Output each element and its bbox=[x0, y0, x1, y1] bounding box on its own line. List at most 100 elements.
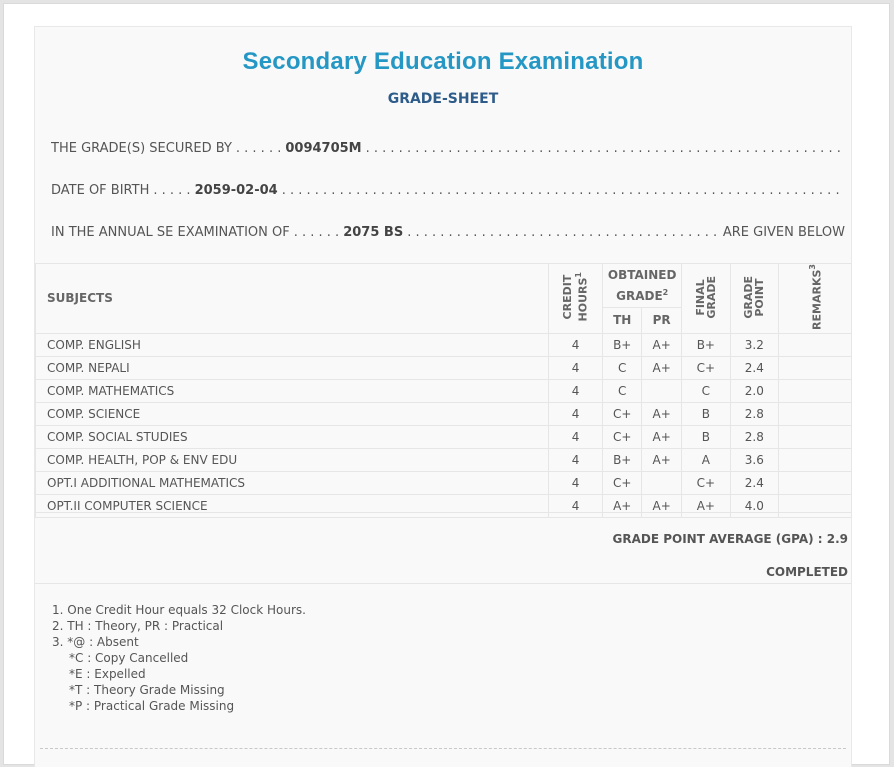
final-grade-cell: C bbox=[681, 378, 731, 403]
footnote-item: 2. TH : Theory, PR : Practical bbox=[52, 619, 224, 633]
exam-line: IN THE ANNUAL SE EXAMINATION OF . . . . … bbox=[51, 225, 845, 243]
secured-by-label: THE GRADE(S) SECURED BY bbox=[51, 141, 232, 156]
divider bbox=[35, 583, 851, 584]
theory-grade-cell: B+ bbox=[602, 332, 643, 357]
practical-grade-cell: A+ bbox=[641, 401, 683, 426]
dob-line: DATE OF BIRTH . . . . . 2059-02-04 bbox=[51, 183, 845, 201]
result-status: COMPLETED bbox=[766, 565, 848, 579]
grades-table: SUBJECTS CREDIT HOURS1 OBTAINED GRADE2 FIN… bbox=[35, 263, 852, 518]
table-row: COMP. HEALTH, POP & ENV EDU 4 B+ A+ A 3.6 bbox=[35, 447, 852, 472]
practical-grade-cell: A+ bbox=[641, 332, 683, 357]
final-line2: GRADE bbox=[704, 275, 718, 319]
footnotes: 1. One Credit Hour equals 32 Clock Hours… bbox=[52, 602, 306, 714]
table-row: COMP. SCIENCE 4 C+ A+ B 2.8 bbox=[35, 401, 852, 426]
credit-hours-cell: 4 bbox=[547, 401, 604, 426]
table-row: COMP. ENGLISH 4 B+ A+ B+ 3.2 bbox=[35, 332, 852, 357]
filler-dots bbox=[407, 225, 719, 240]
credit-hours-cell: 4 bbox=[547, 493, 604, 518]
col-grade-point: GRADE POINT bbox=[729, 263, 780, 334]
final-grade-cell: A bbox=[681, 447, 731, 472]
theory-grade-cell: C bbox=[602, 355, 643, 380]
symbol-number: 0094705M bbox=[285, 141, 362, 156]
table-row: COMP. MATHEMATICS 4 C C 2.0 bbox=[35, 378, 852, 403]
final-grade-cell: C+ bbox=[681, 355, 731, 380]
practical-grade-cell bbox=[641, 470, 683, 495]
grade-point-cell: 3.6 bbox=[729, 447, 780, 472]
theory-grade-cell: C+ bbox=[602, 424, 643, 449]
col-credit-hours: CREDIT HOURS1 bbox=[547, 263, 604, 334]
table-row: OPT.II COMPUTER SCIENCE 4 A+ A+ A+ 4.0 bbox=[35, 493, 852, 518]
subject-cell: COMP. ENGLISH bbox=[35, 332, 549, 357]
obtained-line1: OBTAINED bbox=[607, 267, 677, 282]
grade-sheet: Secondary Education Examination GRADE-SH… bbox=[34, 26, 852, 767]
remarks-cell bbox=[778, 332, 852, 357]
obtained-sup: 2 bbox=[662, 287, 669, 297]
remarks-cell bbox=[778, 470, 852, 495]
col-final-grade: FINAL GRADE bbox=[681, 263, 731, 334]
exam-title: Secondary Education Examination bbox=[242, 48, 644, 75]
practical-grade-cell: A+ bbox=[641, 355, 683, 380]
footnote-item: 3. *@ : Absent bbox=[52, 635, 139, 649]
remarks-cell bbox=[778, 424, 852, 449]
col-remarks: REMARKS3 bbox=[778, 263, 852, 334]
col-grade-point-label: GRADE POINT bbox=[742, 276, 767, 319]
grade-point-cell: 2.8 bbox=[729, 401, 780, 426]
filler-dots bbox=[366, 141, 845, 156]
remarks-text: REMARKS bbox=[810, 269, 824, 330]
grade-point-cell: 3.2 bbox=[729, 332, 780, 357]
footnote-item: 1. One Credit Hour equals 32 Clock Hours… bbox=[52, 603, 306, 617]
credit-sup: 1 bbox=[574, 272, 584, 278]
remarks-cell bbox=[778, 493, 852, 518]
remarks-cell bbox=[778, 401, 852, 426]
col-final-grade-label: FINAL GRADE bbox=[694, 275, 718, 319]
gp-line2: POINT bbox=[753, 277, 767, 317]
col-pr: PR bbox=[641, 307, 683, 334]
remarks-cell bbox=[778, 355, 852, 380]
credit-hours-cell: 4 bbox=[547, 332, 604, 357]
final-grade-cell: A+ bbox=[681, 493, 731, 518]
practical-grade-cell: A+ bbox=[641, 424, 683, 449]
remarks-sup: 3 bbox=[808, 264, 818, 270]
footnote-item: *P : Practical Grade Missing bbox=[69, 699, 235, 713]
exam-year: 2075 BS bbox=[343, 225, 404, 240]
theory-grade-cell: B+ bbox=[602, 447, 643, 472]
footnote-item: *C : Copy Cancelled bbox=[69, 651, 189, 665]
date-of-birth: 2059-02-04 bbox=[194, 183, 278, 198]
grade-point-cell: 2.4 bbox=[729, 355, 780, 380]
col-subjects: SUBJECTS bbox=[35, 263, 549, 334]
col-subjects-label: SUBJECTS bbox=[47, 291, 113, 306]
subject-cell: COMP. SOCIAL STUDIES bbox=[35, 424, 549, 449]
subject-cell: COMP. MATHEMATICS bbox=[35, 378, 549, 403]
practical-grade-cell: A+ bbox=[641, 493, 683, 518]
col-remarks-label: REMARKS3 bbox=[807, 264, 824, 330]
theory-grade-cell: C bbox=[602, 378, 643, 403]
footnote-item: *E : Expelled bbox=[69, 667, 146, 681]
final-grade-cell: B+ bbox=[681, 332, 731, 357]
final-grade-cell: B bbox=[681, 424, 731, 449]
credit-hours-cell: 4 bbox=[547, 378, 604, 403]
subject-cell: COMP. NEPALI bbox=[35, 355, 549, 380]
credit-hours-cell: 4 bbox=[547, 355, 604, 380]
table-row: COMP. SOCIAL STUDIES 4 C+ A+ B 2.8 bbox=[35, 424, 852, 449]
remarks-cell bbox=[778, 447, 852, 472]
exam-tail: ARE GIVEN BELOW bbox=[722, 225, 845, 240]
practical-grade-cell bbox=[641, 378, 683, 403]
grade-point-cell: 2.8 bbox=[729, 424, 780, 449]
col-credit-hours-label: CREDIT HOURS1 bbox=[561, 272, 590, 322]
credit-line2: HOURS bbox=[576, 277, 590, 322]
subject-cell: OPT.I ADDITIONAL MATHEMATICS bbox=[35, 470, 549, 495]
grade-point-cell: 2.0 bbox=[729, 378, 780, 403]
dob-label: DATE OF BIRTH bbox=[51, 183, 150, 198]
remarks-cell bbox=[778, 378, 852, 403]
col-obtained-grade: OBTAINED GRADE2 bbox=[602, 263, 683, 308]
subject-cell: COMP. HEALTH, POP & ENV EDU bbox=[35, 447, 549, 472]
grade-point-cell: 2.4 bbox=[729, 470, 780, 495]
final-grade-cell: C+ bbox=[681, 470, 731, 495]
subject-cell: OPT.II COMPUTER SCIENCE bbox=[35, 493, 549, 518]
subject-cell: COMP. SCIENCE bbox=[35, 401, 549, 426]
sheet-subtitle: GRADE-SHEET bbox=[387, 91, 499, 107]
table-row: COMP. NEPALI 4 C A+ C+ 2.4 bbox=[35, 355, 852, 380]
col-th: TH bbox=[602, 307, 643, 334]
final-grade-cell: B bbox=[681, 401, 731, 426]
theory-grade-cell: A+ bbox=[602, 493, 643, 518]
